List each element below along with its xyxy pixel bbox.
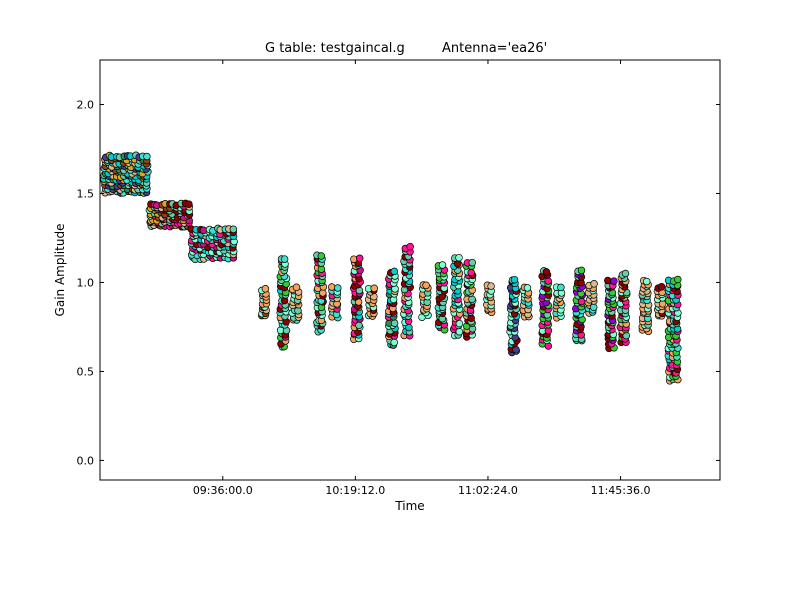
point-cluster [313, 251, 328, 336]
x-axis-ticks: 09:36:00.0 10:19:12.0 11:02:24.0 11:45:36.0 [193, 60, 651, 497]
point-cluster [572, 266, 586, 345]
y-tick-label: 1.0 [77, 276, 95, 289]
data-point [557, 283, 565, 292]
x-axis-label: Time [394, 499, 424, 513]
point-cluster [276, 255, 291, 351]
x-tick-label: 11:02:24.0 [458, 484, 518, 497]
data-point [621, 269, 630, 278]
data-point [406, 242, 414, 251]
point-cluster [384, 267, 399, 349]
data-point [577, 266, 586, 275]
data-point [674, 275, 682, 284]
x-tick-label: 11:45:36.0 [591, 484, 651, 497]
data-point [604, 276, 612, 285]
point-cluster [538, 267, 553, 350]
x-tick-label: 10:19:12.0 [325, 484, 385, 497]
point-cluster [638, 276, 653, 336]
data-point [143, 152, 151, 161]
data-point [292, 283, 301, 292]
point-cluster [584, 280, 598, 317]
point-cluster [483, 281, 496, 317]
point-cluster [519, 283, 533, 321]
data-point [185, 200, 193, 208]
data-point [261, 285, 270, 293]
point-cluster [187, 224, 238, 264]
data-point [334, 284, 342, 292]
data-point [455, 253, 463, 262]
data-point [523, 284, 532, 292]
data-point [422, 281, 430, 290]
chart-subtitle: Antenna='ea26' [442, 41, 547, 56]
y-tick-label: 0.5 [77, 365, 95, 378]
plot-frame [99, 59, 721, 481]
y-tick-label: 1.5 [77, 187, 95, 200]
data-point [468, 258, 477, 267]
y-tick-label: 2.0 [77, 98, 95, 111]
point-cluster [418, 281, 432, 321]
data-point [510, 275, 519, 284]
point-cluster [349, 254, 364, 343]
data-point [657, 283, 666, 291]
data-point [438, 261, 447, 269]
data-point [280, 255, 289, 263]
y-axis-ticks: 0.0 0.5 1.0 1.5 2.0 [77, 98, 720, 467]
point-cluster [288, 283, 303, 324]
y-axis-label: Gain Amplitude [53, 224, 67, 317]
point-cluster [506, 275, 521, 357]
point-cluster [653, 283, 667, 320]
point-cluster [364, 284, 378, 320]
point-cluster [400, 242, 414, 340]
x-tick-label: 09:36:00.0 [193, 484, 253, 497]
point-cluster [552, 283, 566, 322]
data-point [229, 225, 238, 234]
point-cluster [100, 151, 152, 197]
data-point [355, 254, 364, 263]
data-point [328, 283, 336, 291]
data-point [542, 268, 551, 276]
data-point [390, 267, 399, 276]
point-cluster [462, 258, 477, 341]
data-point [467, 268, 475, 277]
data-point [610, 277, 618, 285]
chart-title: G table: testgaincal.g [265, 41, 405, 56]
data-point [390, 319, 399, 327]
point-cluster [145, 199, 194, 231]
point-cluster [604, 276, 618, 353]
data-point [487, 282, 495, 290]
point-cluster [449, 253, 464, 340]
data-point [390, 338, 398, 347]
point-cluster [258, 285, 271, 320]
point-cluster [328, 283, 342, 322]
point-cluster [434, 261, 449, 334]
data-points [100, 151, 682, 385]
data-point [590, 280, 598, 288]
point-cluster [664, 275, 682, 385]
y-tick-label: 0.0 [77, 454, 95, 467]
data-point [642, 277, 651, 286]
data-point [370, 284, 378, 293]
data-point [317, 252, 326, 260]
data-point [544, 277, 552, 285]
point-cluster [616, 269, 631, 347]
